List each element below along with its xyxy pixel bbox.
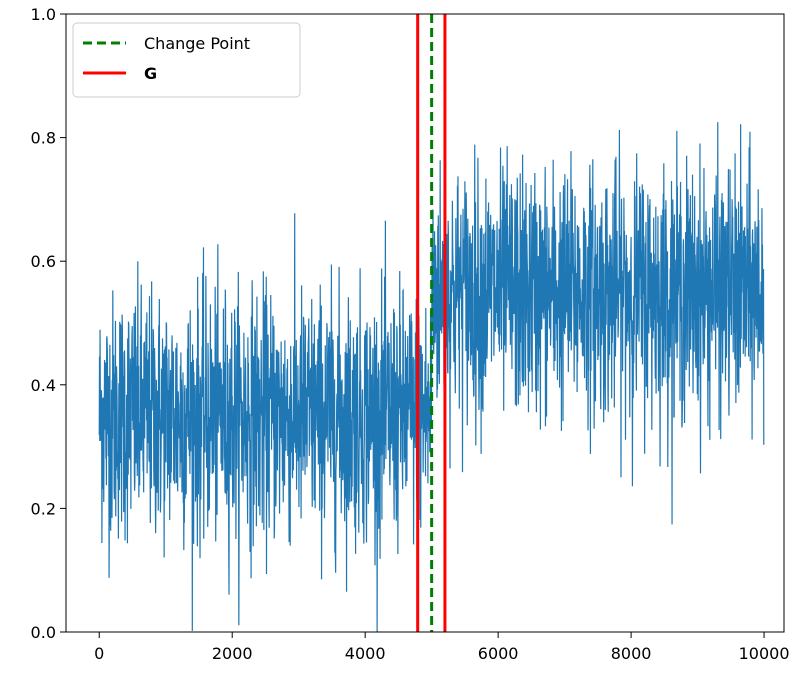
y-tick-label: 0.6 bbox=[31, 252, 56, 271]
plot-frame bbox=[65, 13, 785, 633]
y-tick-label: 0.0 bbox=[31, 623, 56, 642]
legend-box bbox=[72, 22, 301, 98]
legend-label: Change Point bbox=[144, 34, 250, 53]
x-tick-label: 8000 bbox=[611, 644, 652, 663]
y-tick-label: 0.8 bbox=[31, 129, 56, 148]
x-tick-label: 4000 bbox=[345, 644, 386, 663]
series-line bbox=[98, 122, 765, 632]
x-tick-label: 6000 bbox=[478, 644, 519, 663]
y-tick-label: 1.0 bbox=[31, 5, 56, 24]
x-tick-label: 10000 bbox=[739, 644, 790, 663]
x-tick-label: 2000 bbox=[212, 644, 253, 663]
legend-label: G bbox=[144, 64, 157, 83]
plot-area bbox=[65, 13, 785, 633]
x-tick-label: 0 bbox=[94, 644, 104, 663]
y-tick-label: 0.2 bbox=[31, 499, 56, 518]
x-axis: 0 2000 4000 6000 8000 10000 bbox=[94, 632, 790, 663]
y-tick-label: 0.4 bbox=[31, 376, 56, 395]
legend: Change Point G bbox=[72, 22, 301, 98]
y-axis: 0.0 0.2 0.4 0.6 0.8 1.0 bbox=[31, 5, 66, 642]
